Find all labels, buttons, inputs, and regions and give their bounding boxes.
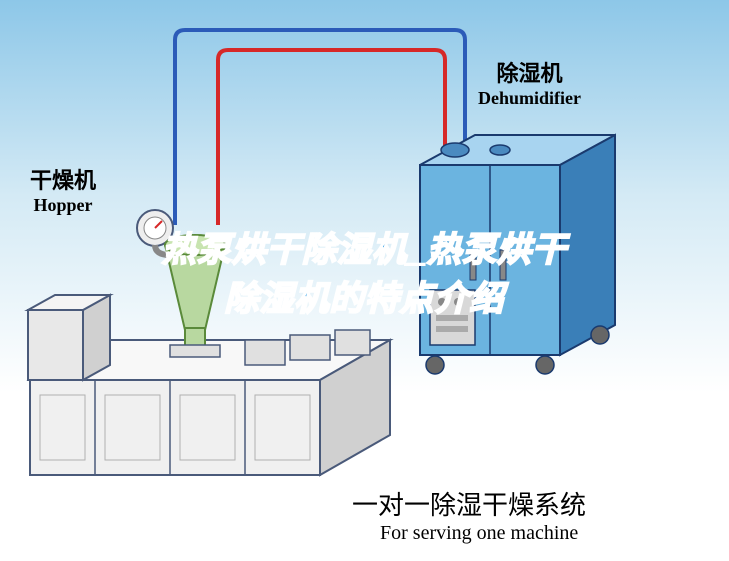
bottom-caption-en: For serving one machine [380,522,586,545]
dehumidifier-label-en: Dehumidifier [478,88,581,109]
hopper-label: 干燥机 Hopper [30,163,96,216]
hopper-label-en: Hopper [30,195,96,216]
title-banner: 热泵烘干除湿机_热泵烘干 除湿机的特点介绍 [162,222,567,320]
title-line-1: 热泵烘干除湿机_热泵烘干 [162,222,567,271]
hopper-label-cn: 干燥机 [30,163,96,195]
dehumidifier-label: 除湿机 Dehumidifier [478,56,581,109]
bottom-caption: 一对一除湿干燥系统 For serving one machine [352,485,586,545]
bottom-caption-cn: 一对一除湿干燥系统 [352,485,586,522]
dehumidifier-label-cn: 除湿机 [478,56,581,88]
title-line-2: 除湿机的特点介绍 [162,271,567,320]
